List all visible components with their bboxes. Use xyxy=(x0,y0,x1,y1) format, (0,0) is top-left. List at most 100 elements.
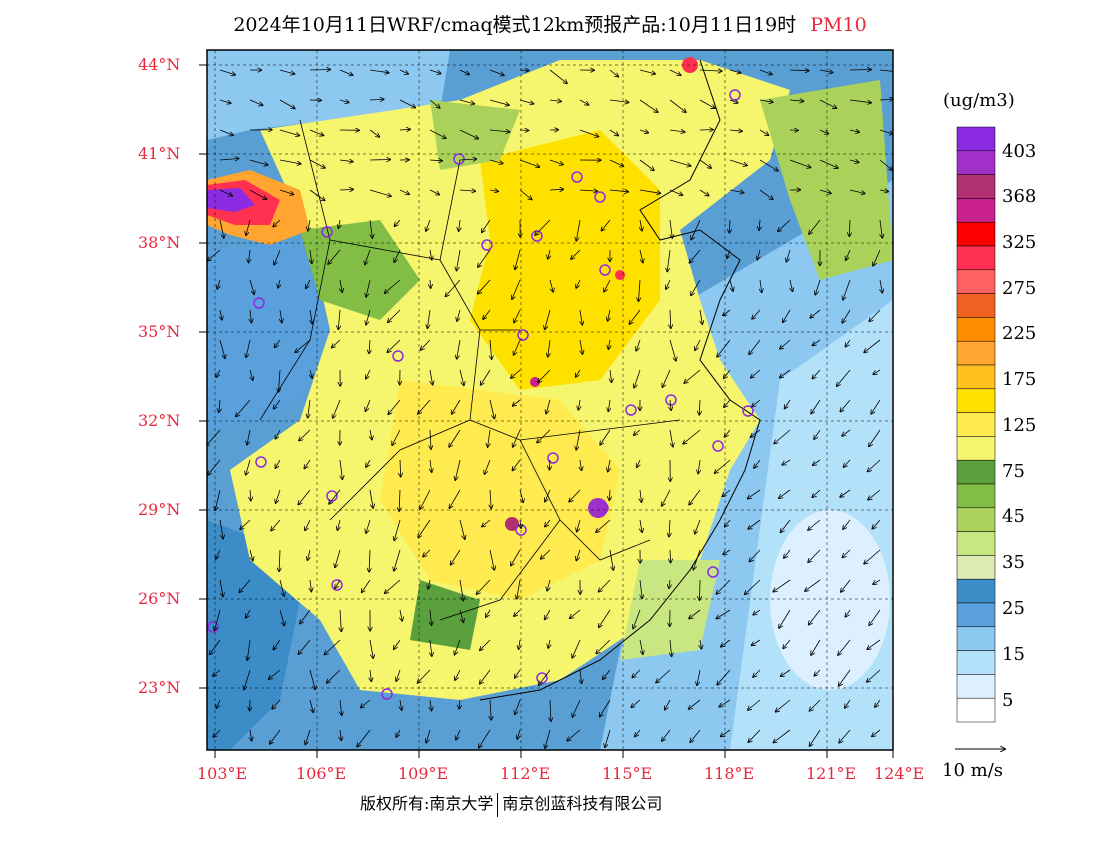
colorbar-label-75: 75 xyxy=(1002,461,1025,482)
wind-arrow xyxy=(489,549,494,570)
wind-arrow xyxy=(366,279,371,297)
wind-arrow xyxy=(340,459,342,479)
wind-arrow xyxy=(418,519,431,537)
wind-arrow xyxy=(489,190,498,191)
wind-arrow xyxy=(388,309,401,322)
wind-arrow xyxy=(639,279,641,301)
wind-arrow xyxy=(456,729,461,740)
title-text: 2024年10月11日WRF/cmaq模式12km预报产品:10月11日19时 xyxy=(233,14,797,36)
copyright-left: 版权所有:南京大学 xyxy=(360,794,494,813)
wind-arrow xyxy=(247,429,251,445)
wind-arrow xyxy=(632,669,641,678)
wind-arrow xyxy=(812,369,821,379)
wind-arrow xyxy=(812,339,821,345)
wind-arrow xyxy=(815,279,821,295)
wind-arrow xyxy=(538,369,551,382)
city-marker xyxy=(481,239,493,251)
wind-arrow xyxy=(670,309,671,328)
city-marker xyxy=(321,226,333,238)
lon-label-118: 118°E xyxy=(704,764,755,783)
wind-arrow xyxy=(385,279,401,293)
colorbar-swatch xyxy=(956,412,996,437)
wind-arrow xyxy=(572,639,581,658)
wind-arrow xyxy=(640,579,642,598)
lat-label-35: 35°N xyxy=(138,322,181,341)
wind-arrow xyxy=(247,639,251,660)
wind-arrow xyxy=(785,399,791,409)
axis-ticks xyxy=(199,64,894,758)
wind-arrow xyxy=(729,190,744,193)
wind-arrow xyxy=(489,130,510,132)
city-marker xyxy=(255,456,267,468)
wind-arrow xyxy=(399,129,410,130)
wind-arrow xyxy=(280,309,282,323)
wind-arrow xyxy=(808,549,821,562)
wind-arrow xyxy=(369,160,390,161)
wind-arrow xyxy=(666,279,671,289)
wind-arrow xyxy=(219,189,232,196)
wind-arrow xyxy=(369,339,370,353)
wind-arrow xyxy=(279,369,281,392)
wind-arrow xyxy=(298,639,311,654)
wind-arrow xyxy=(329,489,341,504)
wind-arrow xyxy=(420,489,431,509)
wind-arrow xyxy=(608,459,610,472)
wind-arrow xyxy=(514,309,521,323)
wind-vectors xyxy=(207,69,893,749)
wind-arrow xyxy=(249,159,268,165)
colorbar-label-5: 5 xyxy=(1002,690,1014,711)
colorbar-label-275: 275 xyxy=(1002,278,1037,299)
wind-arrow xyxy=(872,519,881,529)
wind-arrow xyxy=(669,519,670,537)
wind-arrow xyxy=(757,249,760,260)
colorbar-swatch xyxy=(956,150,996,175)
wind-arrow xyxy=(609,100,629,102)
wind-arrow xyxy=(819,189,831,193)
wind-arrow xyxy=(517,729,520,739)
city-marker xyxy=(331,579,343,591)
wind-arrow xyxy=(511,369,521,378)
wind-arrow xyxy=(695,519,701,534)
wind-arrow xyxy=(400,459,401,477)
colorbar-swatch xyxy=(956,436,996,461)
wind-arrow xyxy=(748,519,761,529)
wind-arrow xyxy=(819,129,828,134)
wind-arrow xyxy=(580,459,582,470)
wind-arrow xyxy=(478,279,491,294)
wind-arrow xyxy=(634,369,641,388)
colorbar-swatch xyxy=(956,674,996,699)
wind-arrow xyxy=(579,190,597,191)
wind-arrow xyxy=(207,249,221,261)
wind-arrow xyxy=(210,639,221,654)
wind-arrow xyxy=(631,699,641,707)
wind-arrow xyxy=(729,100,738,103)
wind-arrow xyxy=(449,429,461,447)
wind-arrow xyxy=(392,429,401,445)
wind-arrow xyxy=(219,69,235,75)
wind-arrow xyxy=(519,99,534,104)
wind-arrow xyxy=(484,459,491,474)
province-boundaries xyxy=(259,119,681,621)
wind-arrow xyxy=(275,459,281,468)
wind-arrow xyxy=(428,579,430,589)
colorbar-label-15: 15 xyxy=(1002,644,1025,665)
wind-arrow xyxy=(599,579,611,592)
wind-arrow xyxy=(394,639,401,649)
wind-arrow xyxy=(548,249,550,259)
wind-arrow xyxy=(430,609,432,625)
wind-arrow xyxy=(549,100,561,101)
wind-arrow xyxy=(723,549,731,554)
hunan-hotspot xyxy=(505,517,519,531)
colorbar-swatch xyxy=(956,126,996,152)
colorbar-label-45: 45 xyxy=(1002,506,1025,527)
wind-arrow xyxy=(394,249,401,262)
wind-arrow xyxy=(337,519,340,530)
wind-arrow xyxy=(570,609,581,618)
lat-label-44: 44°N xyxy=(138,55,181,74)
wind-arrow xyxy=(578,399,580,410)
wind-arrow xyxy=(639,189,660,193)
wind-arrow xyxy=(239,579,251,592)
city-marker xyxy=(597,502,609,514)
wind-arrow xyxy=(451,549,461,565)
wind-arrow xyxy=(219,219,224,238)
